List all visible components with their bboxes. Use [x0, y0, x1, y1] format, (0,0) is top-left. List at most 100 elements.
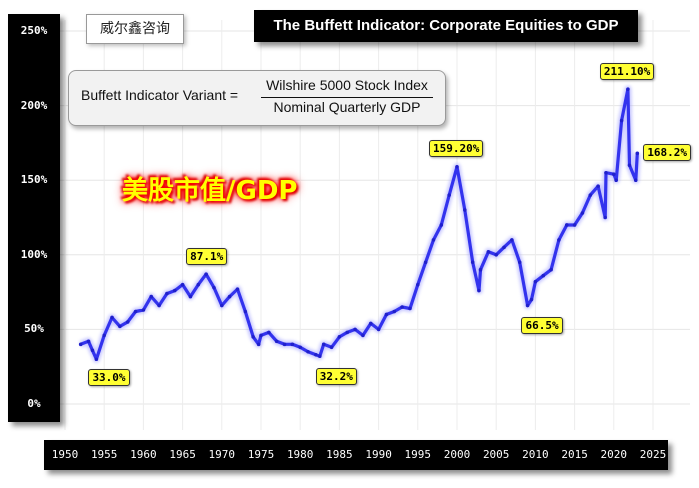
data-point — [541, 273, 546, 278]
value-label: 159.20% — [429, 140, 484, 158]
chart-series — [78, 85, 641, 363]
data-point — [400, 305, 404, 309]
data-point — [619, 118, 624, 123]
brand-label: 威尔鑫咨询 — [86, 14, 184, 44]
data-point — [510, 238, 514, 242]
data-point — [502, 245, 506, 250]
data-point — [220, 303, 224, 308]
y-tick-label: 200% — [20, 98, 48, 112]
data-point — [318, 354, 322, 359]
data-point — [235, 287, 240, 291]
x-tick-label: 2010 — [522, 448, 549, 461]
data-point — [188, 294, 193, 299]
x-tick-label: 1975 — [247, 448, 275, 461]
data-point — [251, 335, 255, 339]
data-point — [94, 357, 99, 362]
data-point — [439, 223, 444, 227]
data-point — [259, 333, 263, 338]
data-point — [306, 349, 310, 354]
data-point — [267, 330, 271, 335]
data-point — [529, 297, 534, 302]
data-point — [557, 238, 561, 242]
data-point — [110, 315, 114, 320]
data-point — [517, 260, 522, 265]
data-point — [157, 303, 161, 308]
data-point — [329, 345, 334, 350]
data-point — [165, 291, 169, 296]
data-point — [423, 260, 428, 265]
x-tick-label: 1955 — [90, 448, 118, 461]
data-point — [282, 342, 287, 347]
x-tick-label: 1990 — [365, 448, 392, 461]
data-point — [478, 267, 483, 272]
data-point — [172, 288, 177, 293]
data-point — [596, 184, 600, 188]
data-point — [408, 306, 412, 311]
formula-denominator: Nominal Quarterly GDP — [273, 99, 421, 115]
y-tick-label: 100% — [20, 247, 48, 261]
value-label: 87.1% — [186, 248, 228, 266]
chart-title: The Buffett Indicator: Corporate Equitie… — [254, 10, 638, 42]
data-point — [494, 253, 499, 257]
data-point — [321, 342, 326, 347]
x-tick-label: 2005 — [482, 448, 510, 461]
data-point — [118, 324, 122, 329]
x-tick-label: 2025 — [639, 448, 667, 461]
x-tick-label: 1985 — [326, 448, 353, 461]
data-point — [180, 282, 185, 287]
data-point — [125, 320, 130, 324]
data-point — [392, 309, 397, 314]
data-point — [376, 327, 381, 332]
data-point — [455, 164, 459, 169]
formula-fraction-line — [261, 97, 433, 98]
data-point — [314, 352, 318, 357]
data-point — [141, 308, 146, 312]
data-point — [431, 238, 436, 242]
value-label: 168.2% — [643, 144, 692, 162]
y-axis-bar — [8, 14, 60, 422]
data-point — [361, 333, 365, 338]
data-point — [627, 163, 632, 168]
data-point — [470, 260, 475, 265]
data-point — [102, 333, 106, 338]
x-axis-bar — [44, 440, 668, 470]
data-point — [256, 342, 261, 347]
data-point — [572, 223, 577, 227]
data-point — [463, 208, 467, 212]
data-point — [603, 215, 607, 220]
data-point — [580, 211, 585, 215]
data-point — [337, 335, 342, 339]
data-point — [90, 348, 95, 353]
x-tick-label: 2000 — [443, 448, 471, 461]
y-tick-label: 50% — [24, 322, 44, 336]
data-point — [416, 282, 420, 287]
x-tick-label: 1960 — [130, 448, 157, 461]
data-point — [564, 223, 569, 227]
data-point — [353, 327, 357, 332]
data-point — [196, 282, 201, 287]
data-point — [604, 170, 608, 175]
x-tick-label: 2020 — [600, 448, 628, 461]
data-point — [633, 178, 638, 182]
value-label: 33.0% — [88, 368, 130, 386]
x-tick-label: 1965 — [169, 448, 196, 461]
x-tick-label: 1950 — [51, 448, 79, 461]
value-label: 32.2% — [315, 367, 357, 385]
value-label: 66.5% — [521, 316, 563, 334]
data-point — [298, 345, 303, 350]
data-point — [447, 193, 451, 197]
data-point — [368, 321, 373, 326]
data-point — [133, 309, 138, 314]
x-tick-label: 1995 — [404, 448, 432, 461]
data-point — [525, 303, 530, 308]
data-point — [635, 151, 640, 156]
data-point — [243, 309, 248, 314]
x-tick-label: 1980 — [286, 448, 314, 461]
formula-box: Buffett Indicator Variant = Wilshire 500… — [68, 70, 446, 126]
data-point — [384, 312, 389, 317]
y-tick-label: 0% — [27, 397, 41, 410]
data-point — [149, 294, 154, 299]
data-point — [274, 339, 279, 344]
data-point — [477, 288, 481, 293]
data-point — [533, 279, 538, 284]
